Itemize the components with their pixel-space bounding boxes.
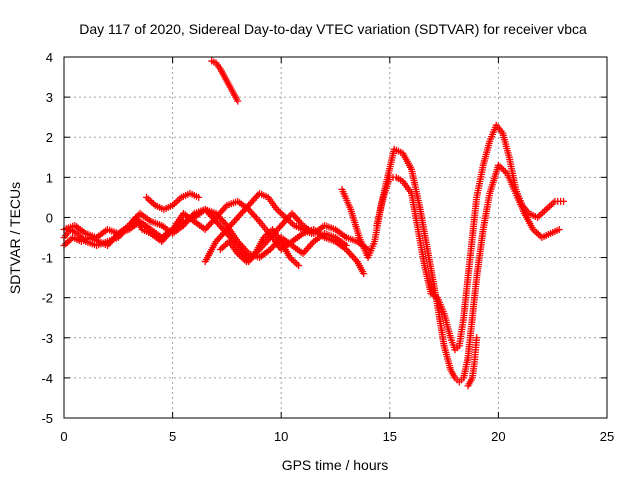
x-tick-label: 15	[383, 429, 397, 444]
y-tick-label: -1	[41, 251, 53, 266]
y-axis-label: SDTVAR / TECUs	[7, 182, 23, 294]
y-tick-label: -4	[41, 371, 53, 386]
x-tick-label: 20	[491, 429, 505, 444]
y-tick-label: -3	[41, 331, 53, 346]
x-axis-label: GPS time / hours	[282, 457, 389, 473]
y-tick-label: 1	[46, 170, 53, 185]
x-tick-label: 0	[60, 429, 67, 444]
x-tick-label: 10	[274, 429, 288, 444]
series-arc-E	[201, 189, 316, 266]
data-point	[234, 97, 242, 105]
data-point	[295, 262, 303, 270]
data-points	[60, 57, 568, 390]
data-point	[360, 270, 368, 278]
data-point	[308, 229, 316, 237]
y-tick-label: 0	[46, 210, 53, 225]
data-point	[195, 193, 203, 201]
series-arc-D	[143, 189, 203, 213]
series-arc-I	[373, 121, 568, 354]
data-point	[342, 242, 350, 250]
data-point	[473, 334, 481, 342]
x-tick-label: 25	[600, 429, 614, 444]
series-arc-F	[216, 225, 303, 270]
series-arc-J	[464, 334, 481, 390]
y-tick-label: 2	[46, 130, 53, 145]
y-tick-label: 4	[46, 50, 53, 65]
data-point	[555, 225, 563, 233]
y-tick-label: 3	[46, 90, 53, 105]
y-tick-label: -2	[41, 291, 53, 306]
plot-frame	[63, 56, 608, 419]
data-point	[560, 197, 568, 205]
x-tick-label: 5	[169, 429, 176, 444]
y-tick-label: -5	[41, 411, 53, 426]
axis-ticks: 0 5 10 15 20 25 -5 -4 -3 -2 -1 0 1 2 3 4	[41, 50, 614, 444]
series-arc-G	[208, 57, 242, 105]
chart-title: Day 117 of 2020, Sidereal Day-to-day VTE…	[79, 21, 587, 37]
